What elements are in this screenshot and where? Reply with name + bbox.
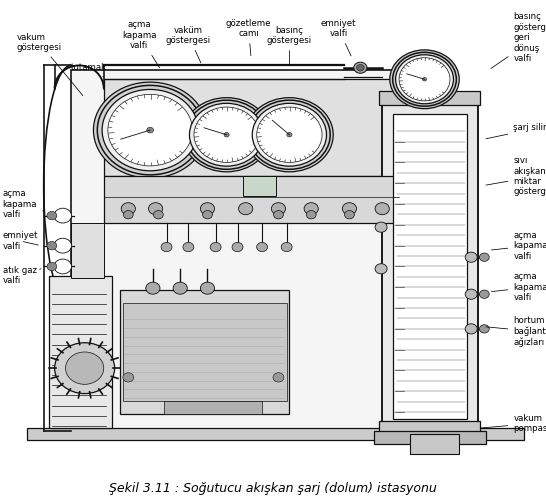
Text: vaküm
göstergesi: vaküm göstergesi — [166, 26, 211, 63]
Text: emniyet
valfi: emniyet valfi — [321, 19, 357, 56]
Circle shape — [54, 208, 72, 223]
Circle shape — [210, 243, 221, 251]
Circle shape — [93, 82, 207, 178]
Circle shape — [66, 352, 104, 384]
Circle shape — [108, 94, 192, 166]
Circle shape — [153, 211, 163, 219]
Circle shape — [123, 373, 134, 382]
Bar — [104, 79, 399, 176]
Circle shape — [232, 243, 243, 251]
Circle shape — [55, 343, 115, 394]
Text: atık gaz
valfi: atık gaz valfi — [3, 266, 41, 285]
Circle shape — [342, 203, 357, 215]
Bar — [410, 434, 459, 454]
Circle shape — [47, 211, 57, 220]
Bar — [123, 304, 287, 401]
Bar — [49, 276, 112, 428]
Text: emniyet
valfi: emniyet valfi — [3, 231, 38, 251]
Circle shape — [465, 289, 477, 299]
Circle shape — [423, 78, 426, 81]
Text: gözetleme
camı: gözetleme camı — [225, 19, 271, 56]
Circle shape — [395, 55, 453, 104]
Circle shape — [375, 203, 389, 215]
Text: basınç
göstergesi
geri
dönuş
valfi: basınç göstergesi geri dönuş valfi — [491, 12, 546, 69]
Circle shape — [47, 242, 57, 250]
Circle shape — [173, 282, 187, 294]
Circle shape — [102, 89, 198, 171]
Bar — [164, 401, 262, 414]
Bar — [71, 70, 399, 430]
Text: hortum
bağlantı
ağızları: hortum bağlantı ağızları — [486, 316, 546, 347]
Circle shape — [281, 243, 292, 251]
Circle shape — [304, 203, 318, 215]
Circle shape — [54, 259, 72, 274]
Text: sıvı
akışkan
miktar
göstergesi: sıvı akışkan miktar göstergesi — [486, 156, 546, 196]
Bar — [120, 290, 289, 414]
Circle shape — [479, 325, 489, 333]
Text: basınç
göstergesi: basınç göstergesi — [267, 26, 312, 65]
Circle shape — [224, 133, 229, 137]
Bar — [374, 431, 486, 444]
Bar — [243, 176, 276, 196]
Circle shape — [183, 243, 194, 251]
Circle shape — [271, 203, 286, 215]
Text: vakum
pompası: vakum pompası — [480, 414, 546, 433]
Bar — [104, 176, 399, 223]
Circle shape — [161, 243, 172, 251]
Bar — [379, 91, 480, 105]
Circle shape — [375, 264, 387, 274]
Text: şarj silindiri: şarj silindiri — [486, 123, 546, 139]
Circle shape — [465, 324, 477, 334]
Text: tutamak: tutamak — [71, 63, 107, 77]
Circle shape — [252, 103, 327, 166]
Circle shape — [200, 282, 215, 294]
Circle shape — [183, 97, 270, 172]
Circle shape — [479, 290, 489, 298]
Circle shape — [274, 211, 283, 219]
Bar — [379, 421, 480, 433]
Circle shape — [203, 211, 212, 219]
Text: Şekil 3.11 : Soğutucu akışkan şarj (dolum) istasyonu: Şekil 3.11 : Soğutucu akışkan şarj (dolu… — [109, 482, 437, 495]
Circle shape — [257, 107, 322, 163]
Text: vakum
göstergesi: vakum göstergesi — [16, 33, 83, 95]
Circle shape — [273, 373, 284, 382]
Bar — [393, 114, 467, 419]
Circle shape — [239, 203, 253, 215]
Bar — [71, 223, 104, 278]
Circle shape — [246, 97, 333, 172]
Circle shape — [47, 262, 57, 271]
Circle shape — [194, 107, 259, 163]
Circle shape — [399, 58, 450, 101]
Circle shape — [189, 103, 264, 166]
Text: açma
kapama
valfi: açma kapama valfi — [3, 189, 44, 219]
Circle shape — [357, 65, 364, 71]
Circle shape — [306, 211, 316, 219]
Bar — [382, 100, 478, 433]
Text: açma
kapama
valfi: açma kapama valfi — [491, 231, 546, 260]
Circle shape — [200, 203, 215, 215]
Circle shape — [123, 211, 133, 219]
Circle shape — [479, 253, 489, 261]
Circle shape — [54, 238, 72, 253]
Text: açma
kapama
valfi: açma kapama valfi — [122, 20, 159, 68]
Circle shape — [465, 252, 477, 262]
Circle shape — [147, 127, 153, 133]
Circle shape — [149, 203, 163, 215]
Circle shape — [345, 211, 354, 219]
Bar — [27, 428, 524, 440]
Text: açma
kapama
valfi: açma kapama valfi — [491, 272, 546, 302]
Circle shape — [121, 203, 135, 215]
Circle shape — [354, 62, 367, 73]
Circle shape — [390, 50, 459, 109]
Circle shape — [287, 133, 292, 137]
Circle shape — [375, 222, 387, 232]
Circle shape — [257, 243, 268, 251]
Circle shape — [146, 282, 160, 294]
